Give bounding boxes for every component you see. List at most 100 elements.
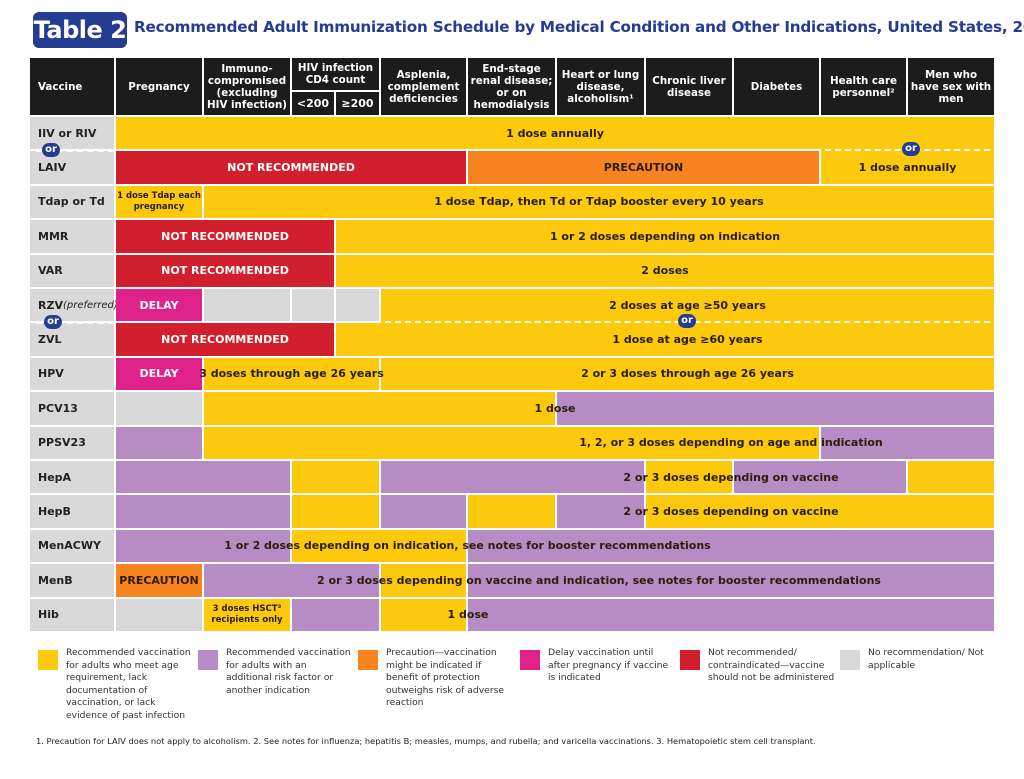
cell-hib-P <box>292 598 379 631</box>
cell-ppsv23-P <box>116 426 202 459</box>
or-dash-zoster <box>36 322 114 325</box>
cell-hpv-Y <box>381 357 994 391</box>
page-title: Recommended Adult Immunization Schedule … <box>134 18 1024 36</box>
cell-tdap-or-td-Y <box>204 185 994 219</box>
header-hiv-ge200: ≥200 <box>336 92 379 115</box>
vaccine-menacwy: MenACWY <box>30 529 114 563</box>
vaccine-hib: Hib <box>30 598 114 631</box>
header-asplenia-complement-deficiencies: Asplenia, complement deficiencies <box>381 58 466 115</box>
vaccine-hpv: HPV <box>30 357 114 391</box>
legend-swatch-O <box>358 650 378 670</box>
cell-hepa-Y <box>292 461 379 494</box>
cell-menacwy-Y <box>292 529 466 563</box>
cell-hepb-Y <box>292 495 379 528</box>
legend-text: Not recommended/ contraindicated—vaccine… <box>708 647 835 683</box>
vaccine-tdap-or-td: Tdap or Td <box>30 185 114 219</box>
cell-hib-P <box>468 598 994 631</box>
cell-zvl-Y <box>336 323 994 356</box>
cell-pcv13-P <box>557 392 994 425</box>
cell-pcv13-Y <box>204 392 555 425</box>
header-health-care-personnel: Health care personnel² <box>821 58 906 115</box>
or-badge-influenza-right: or <box>902 142 920 157</box>
table-badge: Table 2 <box>33 12 127 48</box>
cell-hepa-Y <box>908 461 994 494</box>
legend-swatch-M <box>520 650 540 670</box>
cell-var-R <box>116 254 334 287</box>
vaccine-hepb: HepB <box>30 495 114 528</box>
cell-hepb-P <box>381 495 466 528</box>
vaccine-hepa: HepA <box>30 461 114 494</box>
or-badge-zoster: or <box>44 315 62 330</box>
cell-pcv13-G <box>116 392 202 425</box>
cell-rzv-G <box>204 289 290 322</box>
vaccine-note: (preferred) <box>62 299 118 311</box>
vaccine-mmr: MMR <box>30 220 114 253</box>
cell-hepa-P <box>381 461 644 494</box>
cell-laiv-Y <box>821 151 994 184</box>
cell-hib-G <box>116 598 202 631</box>
cell-hepb-P <box>557 495 644 528</box>
cell-zvl-R <box>116 323 334 356</box>
cell-rzv-G <box>292 289 334 322</box>
header-pregnancy: Pregnancy <box>116 58 202 115</box>
header-hiv-lt200: <200 <box>292 92 334 115</box>
vaccine-pcv13: PCV13 <box>30 392 114 425</box>
legend-text: Recommended vaccination for adults with … <box>226 647 351 696</box>
cell-menb-P <box>204 564 379 597</box>
cell-hepb-Y <box>468 495 555 528</box>
legend-text: Recommended vaccination for adults who m… <box>66 647 191 721</box>
cell-hib-Y <box>381 598 466 631</box>
header-immuno-compromised-excluding-hiv-infection: Immuno-compromised (excluding HIV infect… <box>204 58 290 115</box>
legend-swatch-P <box>198 650 218 670</box>
cell-hepb-Y <box>646 495 994 528</box>
legend-swatch-G <box>840 650 860 670</box>
legend-swatch-R <box>680 650 700 670</box>
cell-menb-O <box>116 564 202 597</box>
header-men-who-have-sex-with-men: Men who have sex with men <box>908 58 994 115</box>
header-diabetes: Diabetes <box>734 58 819 115</box>
vaccine-iiv-or-riv: IIV or RIV <box>30 117 114 150</box>
cell-laiv-R <box>116 151 466 184</box>
header-hiv-cd4: HIV infection CD4 count <box>292 58 379 90</box>
cell-hepb-P <box>116 495 290 528</box>
vaccine-laiv: LAIV <box>30 151 114 184</box>
cell-hpv-M <box>116 357 202 391</box>
cell-hepa-Y <box>646 461 732 494</box>
vaccine-ppsv23: PPSV23 <box>30 426 114 459</box>
cell-menb-P <box>468 564 994 597</box>
legend-text: Delay vaccination until after pregnancy … <box>548 647 669 683</box>
cell-tdap-or-td-Y <box>116 185 202 219</box>
or-badge-zoster-right: or <box>678 314 696 329</box>
vaccine-rzv: RZV (preferred) <box>30 289 118 322</box>
cell-ppsv23-P <box>821 426 994 459</box>
cell-menb-Y <box>381 564 466 597</box>
cell-hpv-Y <box>204 357 379 391</box>
cell-iiv-or-riv-Y <box>116 117 994 150</box>
vaccine-zvl: ZVL <box>30 323 114 356</box>
header-end-stage-renal-disease-or-on-hemodialysis: End-stage renal disease; or on hemodialy… <box>468 58 555 115</box>
vaccine-menb: MenB <box>30 564 114 597</box>
cell-laiv-O <box>468 151 819 184</box>
header-chronic-liver-disease: Chronic liver disease <box>646 58 732 115</box>
legend-text: Precaution—vaccination might be indicate… <box>386 647 505 708</box>
cell-mmr-R <box>116 220 334 253</box>
cell-menacwy-P <box>116 529 290 563</box>
cell-rzv-M <box>116 289 202 322</box>
cell-menacwy-P <box>468 529 994 563</box>
cell-mmr-Y <box>336 220 994 253</box>
legend-text: No recommendation/ Not applicable <box>868 647 984 671</box>
header-vaccine: Vaccine <box>30 58 114 115</box>
or-dash-influenza <box>36 150 114 153</box>
cell-rzv-G <box>336 289 379 322</box>
header-heart-or-lung-disease-alcoholism: Heart or lung disease, alcoholism¹ <box>557 58 644 115</box>
cell-hepa-P <box>116 461 290 494</box>
cell-hib-Y <box>204 598 290 631</box>
vaccine-var: VAR <box>30 254 114 287</box>
legend-swatch-Y <box>38 650 58 670</box>
cell-hepa-P <box>734 461 906 494</box>
or-badge-influenza: or <box>42 143 60 158</box>
cell-ppsv23-Y <box>204 426 819 459</box>
cell-var-Y <box>336 254 994 287</box>
footnotes: 1. Precaution for LAIV does not apply to… <box>36 736 816 746</box>
